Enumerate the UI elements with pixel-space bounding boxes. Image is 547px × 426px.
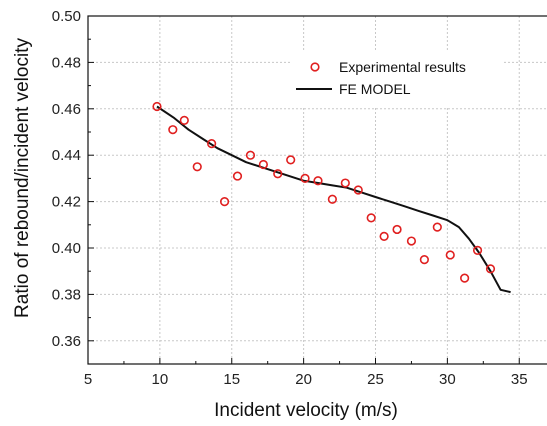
- experimental-point: [353, 185, 363, 195]
- experimental-point: [245, 150, 256, 160]
- axis-ticks: 5 10 15 20 25 30 35 0.36 0.38 0.40 0.42 0.44 0.46 0.4…: [52, 8, 528, 388]
- plot-frame: [87, 15, 547, 365]
- experimental-point: [340, 178, 350, 188]
- experimental-point: [445, 250, 455, 260]
- y-tick-label: 0.40: [52, 240, 81, 257]
- y-tick-label: 0.46: [52, 101, 81, 118]
- legend-box: [292, 51, 504, 107]
- plot-border: [87, 15, 547, 365]
- x-tick-label: 5: [84, 371, 92, 388]
- fe-model-series: [156, 105, 511, 294]
- experimental-point: [258, 159, 268, 170]
- x-tick-label: 20: [295, 371, 312, 388]
- x-tick-label: 35: [511, 371, 528, 388]
- experimental-point: [366, 213, 376, 223]
- fe-model-line: [156, 105, 511, 294]
- experimental-point: [207, 139, 217, 149]
- experimental-point: [379, 231, 389, 241]
- x-tick-label: 15: [223, 371, 240, 388]
- y-tick-label: 0.48: [52, 54, 81, 71]
- y-axis-title: Ratio of rebound/incident velocity: [12, 38, 33, 318]
- x-tick-label: 30: [439, 371, 456, 388]
- legend-label-experimental: Experimental results: [339, 59, 466, 75]
- experimental-point: [168, 125, 178, 135]
- experimental-point: [485, 264, 496, 274]
- experimental-point: [406, 236, 417, 246]
- experimental-point: [392, 224, 402, 235]
- experimental-point: [432, 222, 442, 232]
- experimental-point: [152, 101, 162, 112]
- experimental-point: [273, 169, 283, 179]
- x-axis-title: Incident velocity (m/s): [214, 400, 398, 421]
- experimental-point: [286, 155, 296, 165]
- experimental-point: [472, 245, 483, 255]
- x-tick-label: 25: [367, 371, 384, 388]
- y-tick-label: 0.42: [52, 194, 81, 211]
- y-tick-label: 0.38: [52, 286, 81, 303]
- experimental-point: [419, 255, 429, 265]
- legend-label-fe-model: FE MODEL: [339, 81, 411, 97]
- experimental-point: [179, 115, 189, 125]
- legend-marker-experimental: [310, 62, 320, 72]
- experimental-series: [152, 101, 496, 283]
- experimental-point: [232, 171, 243, 181]
- y-tick-label: 0.50: [52, 8, 81, 25]
- experimental-point: [313, 176, 323, 186]
- x-tick-label: 10: [152, 371, 169, 388]
- legend: Experimental results FE MODEL: [292, 51, 504, 107]
- experimental-point: [300, 173, 310, 183]
- experimental-point: [460, 273, 470, 283]
- experimental-point: [327, 194, 337, 204]
- y-tick-label: 0.36: [52, 333, 81, 350]
- experimental-point: [192, 162, 202, 172]
- y-tick-label: 0.44: [52, 147, 81, 164]
- experimental-point: [219, 197, 230, 207]
